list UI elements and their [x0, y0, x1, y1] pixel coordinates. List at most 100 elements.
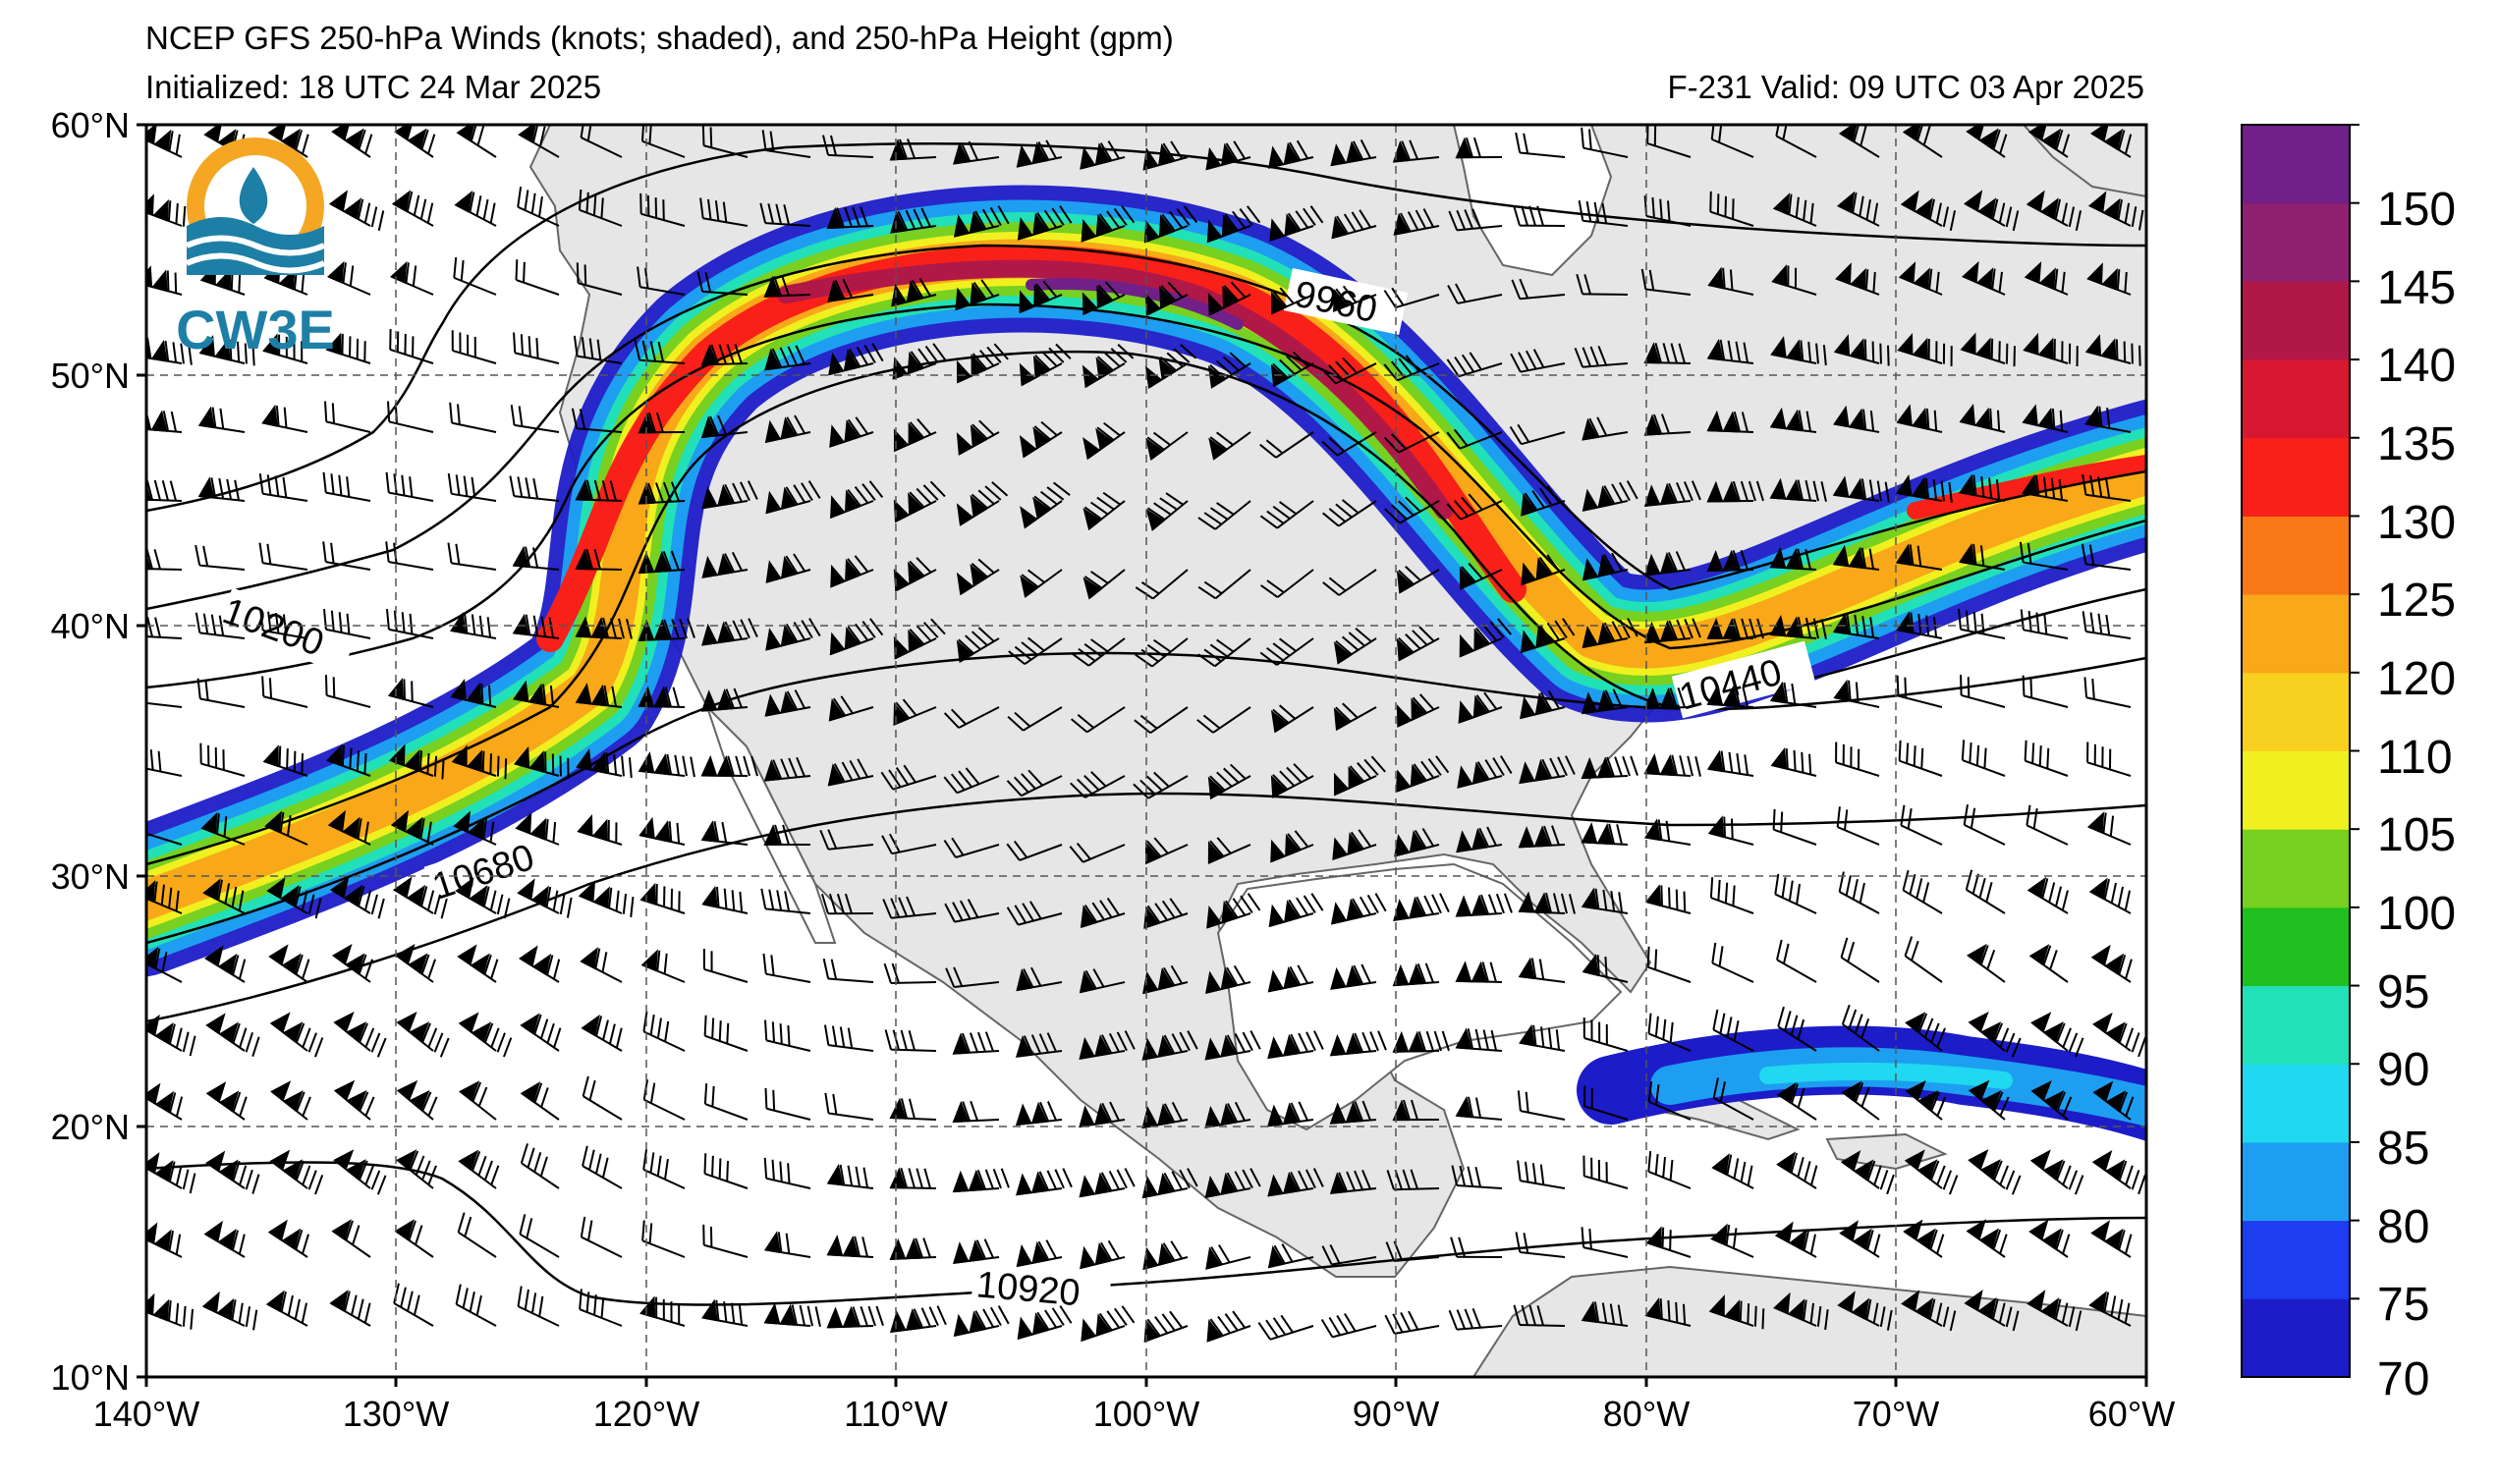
wind-barb — [1320, 1313, 1377, 1339]
wind-barb — [1510, 349, 1566, 373]
wind-barb — [700, 687, 749, 712]
wind-barb — [258, 472, 308, 502]
colorbar-label: 140 — [2377, 340, 2456, 392]
wind-barb — [1329, 1030, 1387, 1057]
wind-barb — [1330, 893, 1387, 925]
wind-barb — [1707, 266, 1754, 296]
wind-barb — [2084, 334, 2141, 366]
wind-barb — [1456, 826, 1503, 853]
wind-barb — [146, 1082, 184, 1121]
wind-barb — [333, 1012, 387, 1058]
wind-barb — [1270, 704, 1314, 734]
wind-barb — [1329, 1100, 1377, 1125]
wind-barb — [2081, 543, 2132, 571]
wind-barb — [889, 1097, 937, 1121]
wind-barb — [515, 811, 560, 846]
wind-barb — [1450, 1237, 1503, 1258]
colorbar-label: 105 — [2377, 809, 2456, 861]
wind-barb — [955, 279, 1000, 311]
wind-barb — [1517, 1090, 1566, 1121]
wind-barb — [826, 1235, 874, 1258]
wind-barb — [1832, 612, 1880, 639]
wind-barb — [764, 689, 811, 717]
wind-barb — [1643, 342, 1692, 364]
wind-barb — [826, 1305, 884, 1329]
wind-barb — [262, 333, 308, 364]
wind-barb — [880, 764, 937, 791]
wind-barb — [2026, 876, 2069, 914]
wind-barb — [952, 1238, 1000, 1264]
wind-barb — [763, 1157, 811, 1189]
wind-barb — [199, 263, 246, 296]
wind-barb — [2026, 804, 2069, 846]
wind-barb — [194, 612, 246, 639]
wind-barb — [1582, 954, 1629, 983]
wind-barb — [761, 130, 811, 158]
wind-barb — [1082, 281, 1126, 316]
wind-barb — [1518, 957, 1566, 983]
wind-barb — [760, 888, 811, 914]
wind-barb — [1267, 964, 1314, 993]
wind-barb — [952, 1031, 1000, 1055]
wind-barb — [458, 1012, 513, 1058]
lat-label: 50°N — [51, 356, 130, 396]
wind-barb — [1839, 1220, 1881, 1258]
wind-barb — [2083, 677, 2132, 708]
wind-barb — [1016, 1168, 1073, 1196]
wind-barb — [1333, 627, 1377, 665]
wind-barb — [1393, 893, 1450, 922]
wind-barb — [1958, 608, 2006, 639]
wind-barbs — [146, 125, 2146, 1344]
wind-barb — [1959, 542, 2006, 571]
wind-barb — [764, 345, 811, 371]
wind-barb — [1905, 1012, 1946, 1052]
wind-barb — [763, 756, 811, 782]
colorbar-label: 75 — [2377, 1279, 2429, 1331]
colorbar-label: 90 — [2377, 1044, 2429, 1096]
wind-barb — [829, 416, 874, 448]
wind-barb — [826, 206, 874, 230]
wind-barb — [331, 125, 373, 158]
wind-barb — [703, 1015, 749, 1052]
wind-barb — [1643, 752, 1701, 777]
wind-barb — [1082, 491, 1126, 531]
colorbar-label: 100 — [2377, 888, 2456, 940]
wind-barb — [1197, 637, 1251, 668]
wind-barb — [1394, 828, 1440, 857]
lon-label: 100°W — [1093, 1394, 1199, 1434]
wind-barb — [822, 958, 874, 983]
wind-barb — [1960, 675, 2006, 708]
wind-barb — [1706, 684, 1754, 708]
wind-barb — [1332, 285, 1377, 312]
colorbar-frame — [2241, 124, 2351, 1378]
wind-barb — [893, 480, 946, 523]
wind-barb — [1197, 500, 1251, 530]
wind-barb — [1771, 264, 1817, 296]
wind-barb — [639, 1295, 686, 1327]
wind-barb — [447, 472, 497, 502]
wind-barb — [1321, 1243, 1377, 1266]
wind-barb — [1902, 869, 1943, 914]
colorbar-label: 80 — [2377, 1201, 2429, 1253]
wind-barb — [763, 275, 811, 298]
wind-barb — [1960, 332, 2016, 367]
colorbar-label: 120 — [2377, 653, 2456, 705]
wind-barb — [146, 265, 183, 296]
wind-barb — [1712, 1009, 1754, 1052]
wind-barb — [1582, 1155, 1629, 1189]
wind-barb — [2019, 541, 2069, 571]
wind-barb — [571, 408, 623, 433]
wind-barb — [1581, 1227, 1629, 1258]
wind-barb — [642, 1011, 686, 1052]
lon-label: 90°W — [1353, 1394, 1439, 1434]
wind-barb — [701, 551, 749, 578]
gulf-of-mexico — [1216, 862, 1623, 1131]
lat-label: 10°N — [51, 1357, 130, 1398]
wind-barb — [199, 742, 246, 777]
wind-barb — [829, 618, 884, 656]
wind-barb — [451, 744, 508, 780]
wind-barb — [326, 260, 371, 296]
logo-text: CW3E — [176, 299, 335, 360]
wind-barb — [1207, 352, 1251, 389]
wind-barb — [324, 401, 371, 433]
